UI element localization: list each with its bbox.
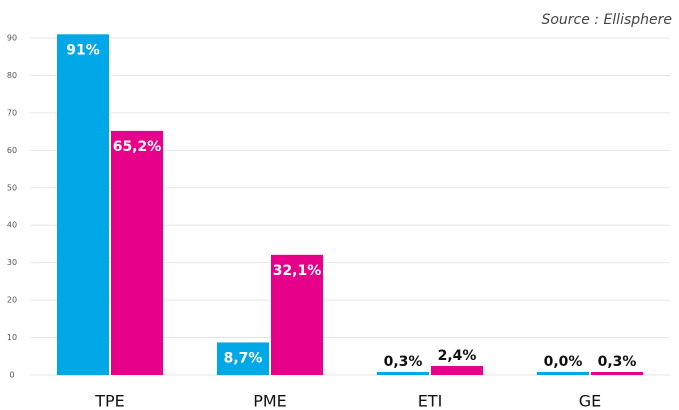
y-tick-label: 90 bbox=[7, 34, 17, 43]
bar bbox=[217, 342, 269, 375]
y-tick-label: 0 bbox=[9, 371, 14, 380]
bar-value-label: 0,0% bbox=[544, 354, 583, 370]
x-tick-label: TPE bbox=[94, 392, 125, 410]
bar bbox=[431, 366, 483, 375]
y-tick-label: 30 bbox=[7, 258, 17, 267]
bar bbox=[57, 34, 109, 376]
x-tick-label: GE bbox=[579, 392, 602, 410]
bar bbox=[377, 372, 429, 375]
bar-value-label: 65,2% bbox=[113, 139, 162, 155]
y-tick-label: 60 bbox=[7, 146, 17, 155]
y-tick-label: 70 bbox=[7, 108, 17, 117]
source-note: Source : Ellisphere bbox=[541, 12, 672, 28]
bar bbox=[537, 372, 589, 375]
bar bbox=[271, 254, 323, 375]
y-tick-label: 50 bbox=[7, 183, 17, 192]
bar-value-label: 2,4% bbox=[438, 348, 477, 364]
bar-value-label: 8,7% bbox=[224, 350, 263, 366]
x-tick-label: PME bbox=[253, 392, 287, 410]
y-tick-label: 20 bbox=[7, 296, 17, 305]
bar bbox=[111, 130, 163, 375]
y-tick-label: 40 bbox=[7, 221, 17, 230]
bar-value-label: 32,1% bbox=[273, 263, 322, 279]
y-tick-label: 80 bbox=[7, 71, 17, 80]
y-tick-label: 10 bbox=[7, 333, 17, 342]
x-tick-label: ETI bbox=[418, 392, 443, 410]
bar-value-label: 91% bbox=[66, 42, 100, 58]
bar bbox=[591, 372, 643, 375]
bar-value-label: 0,3% bbox=[598, 354, 637, 370]
bar-value-label: 0,3% bbox=[384, 354, 423, 370]
